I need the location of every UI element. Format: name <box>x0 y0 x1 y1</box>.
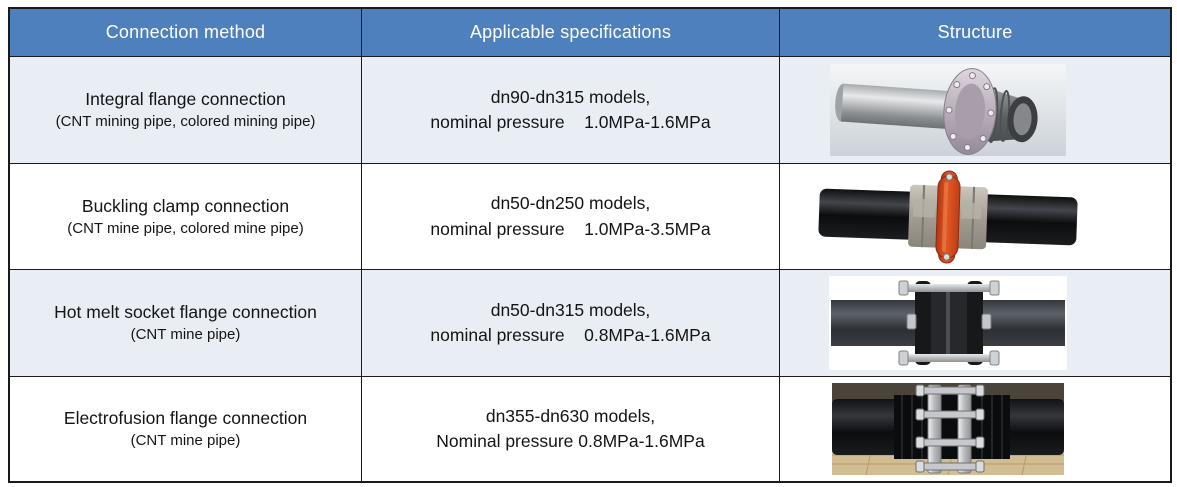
method-note: (CNT mine pipe) <box>130 432 241 450</box>
method-cell-buckling-clamp: Buckling clamp connection (CNT mine pipe… <box>10 163 361 269</box>
hot-melt-socket-flange-connection-photo <box>828 276 1067 370</box>
spec-cell-electrofusion: dn355-dn630 models, Nominal pressure 0.8… <box>361 376 779 481</box>
spec-pressure: nominal pressure 1.0MPa-3.5MPa <box>430 218 711 239</box>
integral-flange-connection-photo <box>829 64 1066 156</box>
spec-cell-buckling-clamp: dn50-dn250 models, nominal pressure 1.0M… <box>361 163 779 269</box>
spec-models: dn90-dn315 models, <box>490 86 651 107</box>
structure-cell-integral-flange <box>779 56 1170 163</box>
method-name: Buckling clamp connection <box>81 195 290 216</box>
method-name: Electrofusion flange connection <box>63 408 308 429</box>
spec-pressure: Nominal pressure 0.8MPa-1.6MPa <box>436 431 705 451</box>
method-name: Hot melt socket flange connection <box>54 302 317 323</box>
spec-models: dn355-dn630 models, <box>485 405 656 426</box>
header-applicable-specifications: Applicable specifications <box>361 9 779 56</box>
structure-cell-buckling-clamp <box>779 163 1170 269</box>
electrofusion-flange-connection-photo <box>831 383 1064 475</box>
method-cell-hot-melt-socket: Hot melt socket flange connection (CNT m… <box>10 269 361 376</box>
method-note: (CNT mine pipe, colored mine pipe) <box>67 219 304 237</box>
structure-cell-hot-melt-socket <box>779 269 1170 376</box>
method-cell-integral-flange: Integral flange connection (CNT mining p… <box>10 56 361 163</box>
structure-cell-electrofusion <box>779 376 1170 481</box>
spec-pressure: nominal pressure 0.8MPa-1.6MPa <box>430 325 711 345</box>
spec-models: dn50-dn250 models, <box>490 193 651 214</box>
method-cell-electrofusion: Electrofusion flange connection (CNT min… <box>10 376 361 481</box>
spec-cell-hot-melt-socket: dn50-dn315 models, nominal pressure 0.8M… <box>361 269 779 376</box>
header-connection-method: Connection method <box>10 9 361 56</box>
method-name: Integral flange connection <box>85 89 286 110</box>
spec-models: dn50-dn315 models, <box>490 299 651 320</box>
spec-cell-integral-flange: dn90-dn315 models, nominal pressure 1.0M… <box>361 56 779 163</box>
method-note: (CNT mining pipe, colored mining pipe) <box>55 113 316 131</box>
header-structure: Structure <box>779 9 1170 56</box>
buckling-clamp-connection-photo <box>812 169 1083 264</box>
connection-methods-table: Connection method Applicable specificati… <box>8 7 1172 483</box>
method-note: (CNT mine pipe) <box>130 326 241 344</box>
spec-pressure: nominal pressure 1.0MPa-1.6MPa <box>430 112 711 132</box>
